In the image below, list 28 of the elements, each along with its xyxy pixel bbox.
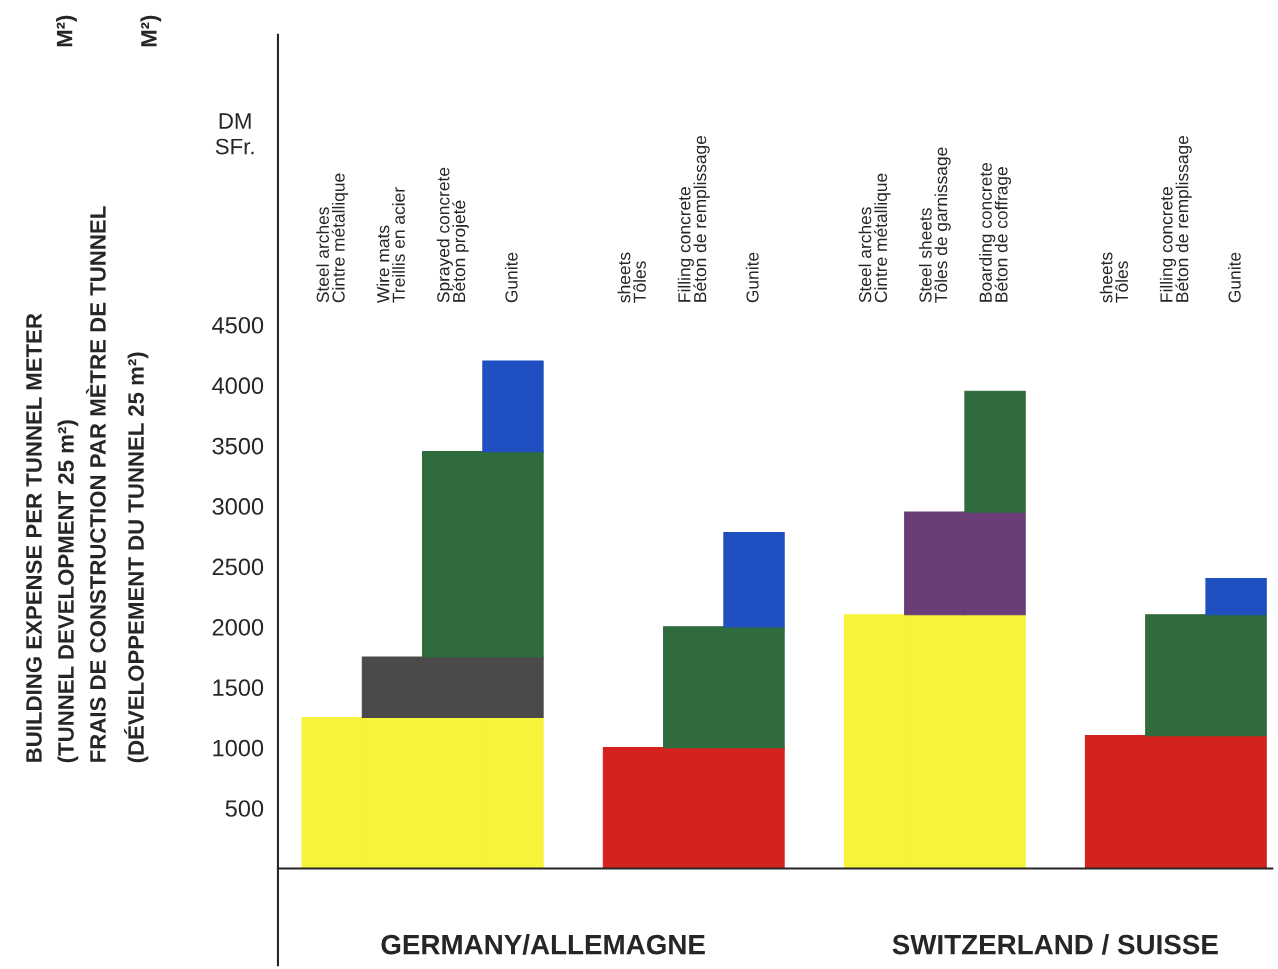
y-tick-label: 500 xyxy=(225,800,264,817)
y-axis-title: BUILDING EXPENSE PER TUNNEL METER (TUNNEL DEVELOPMENT 25 m²) FRAIS DE CONSTRUCTION PAR MÈTRE DE TUNNEL (DÉVELOPPEMENT DU TUNNEL 25 m²) xyxy=(26,206,149,763)
x-tick-label: Steel arches Cintre métallique xyxy=(858,173,891,303)
x-tick-label: Gunite xyxy=(1228,252,1241,303)
y-tick-label: 2000 xyxy=(212,618,264,636)
x-tick-label: Steel arches Cintre métallique xyxy=(316,173,349,303)
x-tick-label: Sprayed concrete Béton projeté xyxy=(436,167,469,303)
x-tick-label: sheets Tôles xyxy=(1099,252,1129,303)
text: M²) xyxy=(140,15,162,47)
x-tick-label: Filling concrete Béton de remplissage xyxy=(1159,135,1192,302)
text: DM SFr. xyxy=(215,113,254,155)
y-tick-label: 1000 xyxy=(213,739,264,757)
x-tick-label: Filling concrete Béton de remplissage xyxy=(677,135,710,302)
annotation: SWITZERLAND / SUISSE xyxy=(892,934,1218,955)
y-tick-label: 4000 xyxy=(212,377,264,395)
x-tick-label: Wire mats Treillis en acier xyxy=(376,187,405,304)
y-tick-label: 3500 xyxy=(212,437,264,455)
x-tick-label: Gunite xyxy=(745,252,759,303)
y-tick-label: 2500 xyxy=(212,558,264,576)
x-tick-label: Boarding concrete Béton de coffrage xyxy=(979,162,1012,302)
y-tick-label: 1500 xyxy=(213,679,264,697)
x-tick-label: Steel sheets Tôles de garnissage xyxy=(918,147,951,303)
y-tick-label: 3000 xyxy=(212,498,264,515)
x-tick-label: Gunite xyxy=(504,252,518,303)
text: M²) xyxy=(56,15,77,47)
x-tick-label: sheets Tôles xyxy=(617,252,646,303)
y-tick-label: 4500 xyxy=(212,316,264,334)
annotation: GERMANY/ALLEMAGNE xyxy=(381,934,705,955)
